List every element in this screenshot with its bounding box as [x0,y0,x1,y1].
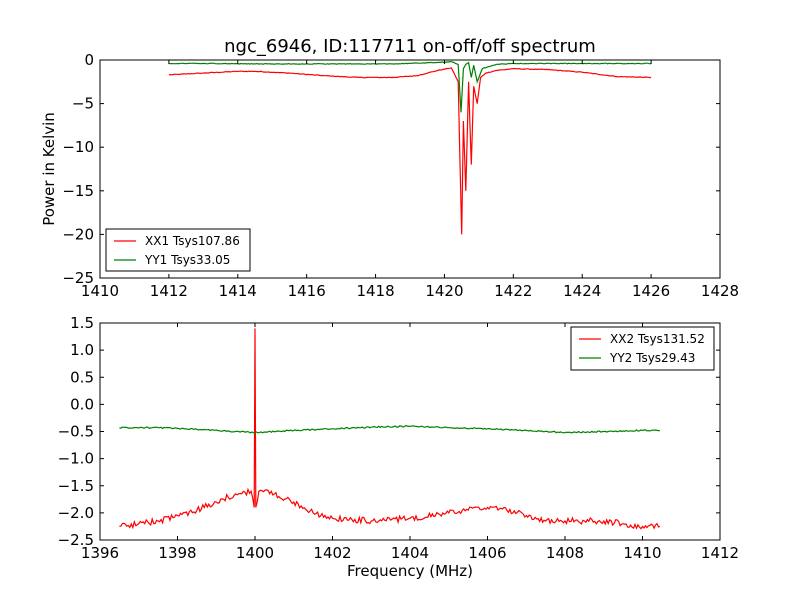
series-group [119,328,661,530]
y-tick-label: −2.0 [58,504,94,522]
green-series-line-0 [168,60,652,113]
x-tick-label: 1418 [356,282,394,300]
x-tick-label: 1412 [701,544,739,562]
x-tick-label: 1410 [623,544,661,562]
series-group [168,60,652,235]
x-tick-label: 1412 [150,282,188,300]
x-tick-label: 1406 [468,544,506,562]
y-tick-label: −15 [62,182,94,200]
x-tick-label: 1404 [391,544,429,562]
x-tick-label: 1422 [494,282,532,300]
top-spectrum-panel: 1410 1412 1414 1416 1418 1420 1422 1424 1426 1428… [40,36,739,300]
y-tick-label: −10 [62,138,94,156]
y-tick-label: −1.5 [58,477,94,495]
x-tick-label: 1420 [425,282,463,300]
legend-box [570,326,715,371]
chart-title: ngc_6946, ID:117711 on-off/off spectrum [224,36,596,57]
legend-entry-label: YY1 Tsys33.05 [144,253,230,267]
legend-entry-label: XX1 Tsys107.86 [145,234,240,248]
y-tick-label: −25 [62,269,94,287]
legend-entry-label: XX2 Tsys131.52 [610,332,705,346]
y-tick-label: −5 [72,95,94,113]
x-tick-label: 1414 [219,282,257,300]
green-series-line-1 [119,424,661,434]
x-tick-label: 1410 [81,282,119,300]
red-series-line-1 [119,328,661,530]
y-axis-label: Power in Kelvin [40,112,58,226]
axes-frame [99,59,721,279]
y-tick-label: 1.0 [70,341,94,359]
bottom-spectrum-panel: 1396 1398 1400 1402 1404 1406 1408 1410 1412 1.5 1… [58,314,740,580]
y-tick-label: −2.5 [58,531,94,549]
y-tick-label: 0.0 [70,395,94,413]
x-tick-label: 1424 [563,282,601,300]
x-tick-label: 1416 [288,282,326,300]
x-tick-label: 1396 [81,544,119,562]
y-tick-label: 0.5 [70,368,94,386]
y-tick-label: 0 [84,51,94,69]
y-tick-label: 1.5 [70,314,94,332]
x-axis-label: Frequency (MHz) [347,562,473,580]
x-tick-label: 1398 [158,544,196,562]
x-tick-label: 1402 [313,544,351,562]
x-tick-label: 1408 [546,544,584,562]
legend-box [105,228,251,272]
y-tick-label: −1.0 [58,450,94,468]
y-tick-label: −0.5 [58,423,94,441]
x-tick-label: 1426 [632,282,670,300]
y-tick-label: −20 [62,225,94,243]
red-series-line-0 [168,67,652,235]
x-tick-label: 1428 [701,282,739,300]
legend-entry-label: YY2 Tsys29.43 [609,351,695,365]
x-tick-label: 1400 [236,544,274,562]
